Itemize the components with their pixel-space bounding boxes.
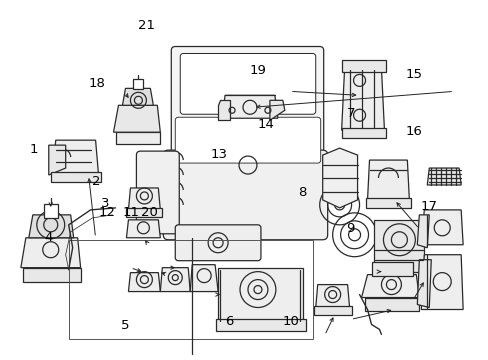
- Polygon shape: [416, 215, 428, 248]
- Polygon shape: [218, 100, 229, 120]
- Bar: [341, 128, 386, 138]
- FancyBboxPatch shape: [175, 225, 261, 261]
- Bar: [365, 198, 410, 208]
- Text: 14: 14: [258, 118, 274, 131]
- Bar: [23, 268, 81, 282]
- Bar: [116, 132, 160, 144]
- Text: 4: 4: [44, 231, 53, 244]
- Bar: [364, 298, 419, 311]
- Bar: [126, 208, 162, 217]
- Text: 11: 11: [123, 206, 140, 219]
- Polygon shape: [128, 188, 160, 210]
- Polygon shape: [315, 285, 349, 307]
- Text: 17: 17: [419, 201, 436, 213]
- Bar: [371, 262, 412, 276]
- Text: 18: 18: [89, 77, 105, 90]
- Text: 16: 16: [405, 125, 422, 138]
- Text: 3: 3: [101, 197, 110, 210]
- Text: 2: 2: [91, 175, 100, 188]
- Polygon shape: [29, 215, 74, 238]
- Bar: [218, 268, 302, 323]
- Polygon shape: [128, 273, 160, 292]
- Polygon shape: [421, 210, 462, 245]
- Text: 1: 1: [30, 143, 38, 156]
- Text: 19: 19: [249, 64, 266, 77]
- Polygon shape: [122, 88, 153, 105]
- Polygon shape: [416, 260, 430, 307]
- Polygon shape: [53, 140, 99, 175]
- Text: 8: 8: [297, 186, 305, 199]
- Bar: [133, 80, 143, 89]
- FancyBboxPatch shape: [136, 151, 179, 234]
- Polygon shape: [269, 100, 285, 120]
- FancyBboxPatch shape: [175, 117, 320, 163]
- Text: 13: 13: [210, 148, 227, 161]
- Polygon shape: [421, 255, 462, 310]
- Polygon shape: [21, 238, 81, 268]
- Polygon shape: [341, 68, 384, 130]
- Text: 15: 15: [405, 68, 422, 81]
- Polygon shape: [361, 275, 419, 298]
- Polygon shape: [367, 160, 408, 200]
- Polygon shape: [126, 220, 160, 238]
- Text: 12: 12: [99, 206, 115, 219]
- Bar: [216, 319, 305, 332]
- FancyBboxPatch shape: [163, 150, 327, 240]
- Text: 10: 10: [282, 315, 299, 328]
- Bar: [44, 204, 58, 218]
- FancyBboxPatch shape: [180, 54, 315, 114]
- Bar: [68, 240, 312, 339]
- Text: 7: 7: [346, 107, 354, 120]
- Bar: [372, 272, 427, 284]
- Polygon shape: [190, 265, 218, 292]
- Polygon shape: [427, 168, 460, 185]
- FancyBboxPatch shape: [171, 46, 323, 164]
- Text: 6: 6: [224, 315, 233, 328]
- Bar: [313, 306, 351, 315]
- Bar: [374, 220, 424, 275]
- Bar: [341, 60, 386, 72]
- Text: 21: 21: [137, 19, 154, 32]
- Polygon shape: [49, 145, 65, 175]
- Polygon shape: [322, 148, 357, 208]
- Text: 9: 9: [346, 222, 354, 235]
- Bar: [51, 172, 101, 182]
- Polygon shape: [160, 268, 190, 292]
- Text: 20: 20: [141, 206, 158, 219]
- Polygon shape: [222, 95, 277, 118]
- Text: 5: 5: [121, 319, 129, 332]
- Polygon shape: [113, 105, 160, 132]
